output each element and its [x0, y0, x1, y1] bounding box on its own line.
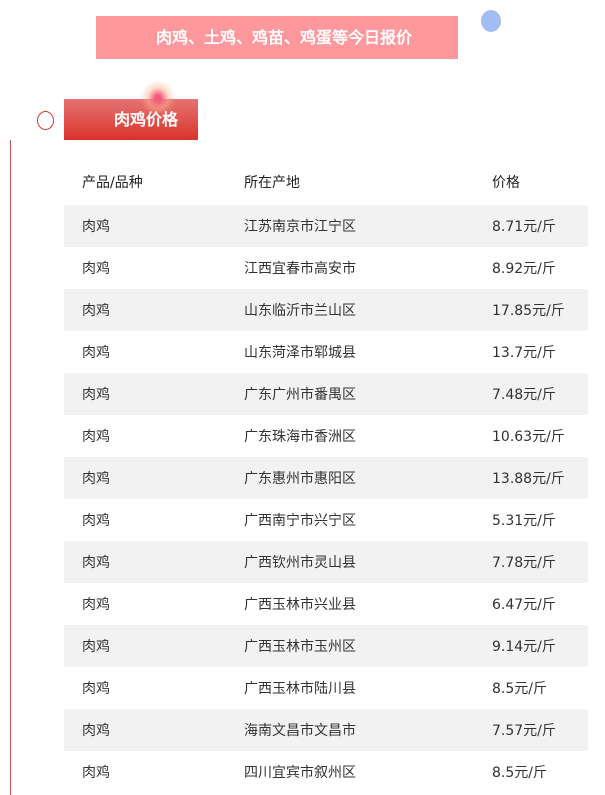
cell-price: 6.47元/斤: [492, 597, 556, 613]
cell-origin: 江西宜春市高安市: [244, 261, 356, 277]
table-row: 肉鸡 广西南宁市兴宁区 5.31元/斤: [64, 499, 588, 541]
table-row: 肉鸡 海南文昌市文昌市 7.57元/斤: [64, 709, 588, 751]
cell-price: 9.14元/斤: [492, 639, 556, 655]
decorative-dot: [481, 10, 501, 32]
cell-price: 13.7元/斤: [492, 345, 556, 361]
cell-price: 5.31元/斤: [492, 513, 556, 529]
table-row: 肉鸡 广东珠海市香洲区 10.63元/斤: [64, 415, 588, 457]
cell-product: 肉鸡: [82, 471, 110, 487]
cell-price: 10.63元/斤: [492, 429, 565, 445]
table-row: 肉鸡 广西玉林市陆川县 8.5元/斤: [64, 667, 588, 709]
cell-product: 肉鸡: [82, 345, 110, 361]
cell-price: 17.85元/斤: [492, 303, 565, 319]
cell-origin: 山东菏泽市郓城县: [244, 345, 356, 361]
cell-origin: 广东广州市番禺区: [244, 387, 356, 403]
table-row: 肉鸡 广西钦州市灵山县 7.78元/斤: [64, 541, 588, 583]
table-row: 肉鸡 广东惠州市惠阳区 13.88元/斤: [64, 457, 588, 499]
cell-price: 7.78元/斤: [492, 555, 556, 571]
cell-price: 8.71元/斤: [492, 219, 556, 235]
header-origin: 所在产地: [244, 175, 300, 191]
section-header: 肉鸡价格: [64, 99, 198, 140]
header-product: 产品/品种: [82, 175, 143, 191]
table-row: 肉鸡 山东菏泽市郓城县 13.7元/斤: [64, 331, 588, 373]
cell-product: 肉鸡: [82, 681, 110, 697]
cell-product: 肉鸡: [82, 597, 110, 613]
cell-origin: 海南文昌市文昌市: [244, 723, 356, 739]
cell-price: 8.5元/斤: [492, 681, 547, 697]
cell-price: 7.57元/斤: [492, 723, 556, 739]
cell-product: 肉鸡: [82, 513, 110, 529]
cell-origin: 四川宜宾市叙州区: [244, 765, 356, 781]
cell-product: 肉鸡: [82, 219, 110, 235]
firework-icon: [140, 80, 176, 116]
cell-product: 肉鸡: [82, 765, 110, 781]
timeline-line: [10, 140, 11, 795]
cell-origin: 广东珠海市香洲区: [244, 429, 356, 445]
cell-price: 7.48元/斤: [492, 387, 556, 403]
cell-price: 13.88元/斤: [492, 471, 565, 487]
timeline-ring-icon: [37, 111, 54, 130]
cell-product: 肉鸡: [82, 303, 110, 319]
cell-origin: 广西南宁市兴宁区: [244, 513, 356, 529]
cell-product: 肉鸡: [82, 387, 110, 403]
cell-product: 肉鸡: [82, 429, 110, 445]
cell-origin: 广西钦州市灵山县: [244, 555, 356, 571]
section-title: 肉鸡价格: [114, 110, 179, 129]
cell-origin: 广西玉林市陆川县: [244, 681, 356, 697]
cell-price: 8.5元/斤: [492, 765, 547, 781]
header-price: 价格: [492, 175, 520, 191]
cell-origin: 广西玉林市玉州区: [244, 639, 356, 655]
cell-origin: 山东临沂市兰山区: [244, 303, 356, 319]
cell-product: 肉鸡: [82, 723, 110, 739]
cell-origin: 江苏南京市江宁区: [244, 219, 356, 235]
table-header: 产品/品种 所在产地 价格: [64, 159, 588, 205]
cell-origin: 广东惠州市惠阳区: [244, 471, 356, 487]
table-row: 肉鸡 广西玉林市兴业县 6.47元/斤: [64, 583, 588, 625]
cell-product: 肉鸡: [82, 639, 110, 655]
table-row: 肉鸡 山东临沂市兰山区 17.85元/斤: [64, 289, 588, 331]
table-row: 肉鸡 江西宜春市高安市 8.92元/斤: [64, 247, 588, 289]
cell-product: 肉鸡: [82, 555, 110, 571]
table-row: 肉鸡 四川宜宾市叙州区 8.5元/斤: [64, 751, 588, 793]
table-row: 肉鸡 广东广州市番禺区 7.48元/斤: [64, 373, 588, 415]
cell-product: 肉鸡: [82, 261, 110, 277]
page-banner: 肉鸡、土鸡、鸡苗、鸡蛋等今日报价: [96, 16, 458, 59]
price-table: 产品/品种 所在产地 价格 肉鸡 江苏南京市江宁区 8.71元/斤 肉鸡 江西宜春市高安…: [64, 159, 588, 793]
cell-origin: 广西玉林市兴业县: [244, 597, 356, 613]
table-row: 肉鸡 江苏南京市江宁区 8.71元/斤: [64, 205, 588, 247]
banner-title: 肉鸡、土鸡、鸡苗、鸡蛋等今日报价: [156, 28, 413, 47]
table-row: 肉鸡 广西玉林市玉州区 9.14元/斤: [64, 625, 588, 667]
cell-price: 8.92元/斤: [492, 261, 556, 277]
